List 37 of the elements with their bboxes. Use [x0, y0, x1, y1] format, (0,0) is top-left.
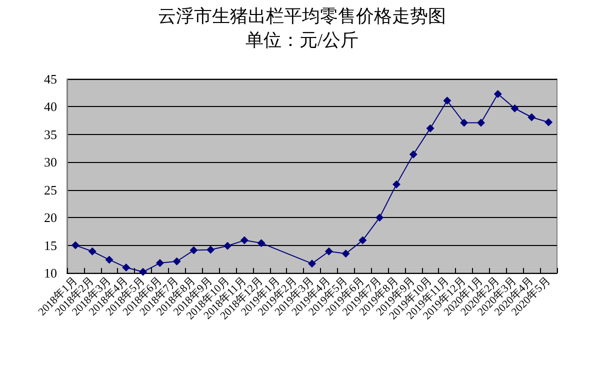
- point: [88, 247, 96, 256]
- y-tick-label: 40: [44, 99, 57, 114]
- chart-title: 云浮市生猪出栏平均零售价格走势图: [158, 6, 446, 26]
- point: [426, 124, 434, 132]
- point: [376, 214, 384, 222]
- point: [409, 150, 418, 158]
- point: [460, 118, 468, 127]
- y-tick-label: 10: [44, 266, 57, 280]
- point: [122, 263, 130, 272]
- point: [494, 90, 502, 98]
- point: [224, 242, 232, 250]
- point: [443, 96, 452, 105]
- y-tick-label: 45: [44, 72, 57, 86]
- point: [206, 246, 215, 254]
- y-tick-label: 25: [44, 182, 57, 198]
- point: [240, 236, 248, 244]
- point: [544, 118, 553, 126]
- point: [342, 250, 350, 258]
- point: [156, 259, 164, 268]
- point: [358, 236, 367, 244]
- y-tick-label: 20: [44, 210, 57, 226]
- point: [392, 180, 400, 188]
- y-tick-label: 35: [44, 126, 57, 142]
- point: [172, 257, 181, 266]
- point: [324, 247, 333, 256]
- point: [510, 104, 519, 112]
- chart-subtitle: 单位：元/公斤: [245, 30, 359, 50]
- point: [71, 241, 80, 250]
- point: [476, 118, 485, 127]
- point: [308, 260, 316, 268]
- point: [105, 256, 114, 264]
- y-tick-label: 15: [44, 238, 57, 253]
- point: [139, 268, 148, 276]
- y-tick-label: 30: [44, 154, 57, 170]
- point: [190, 246, 198, 254]
- point: [257, 239, 266, 248]
- point: [528, 113, 536, 122]
